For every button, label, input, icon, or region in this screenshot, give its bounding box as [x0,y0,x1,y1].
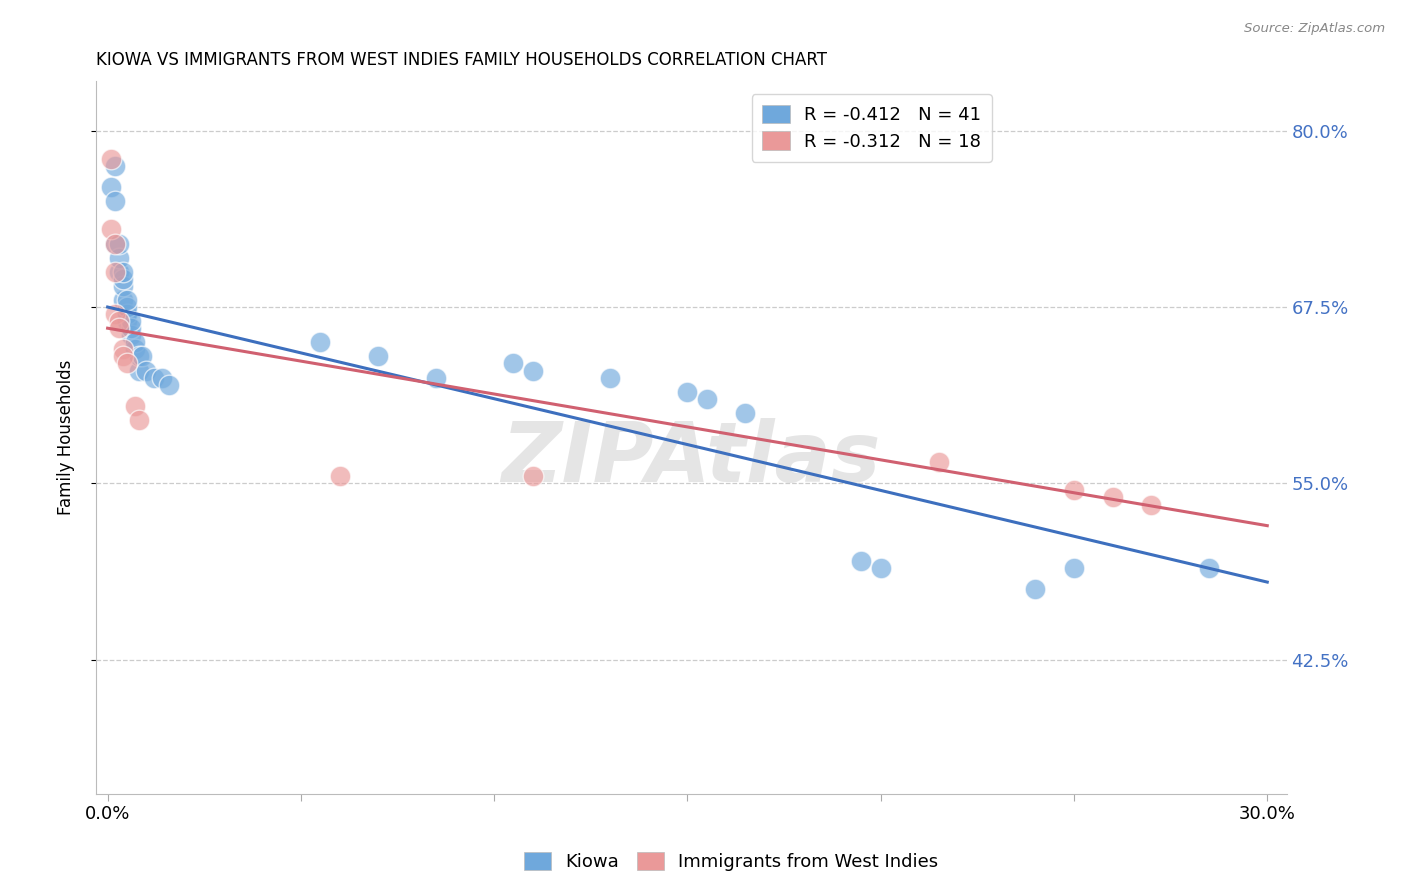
Point [112,278,135,293]
Text: Source: ZipAtlas.com: Source: ZipAtlas.com [1244,22,1385,36]
Point [115,307,138,321]
Point [108,321,131,335]
Point [124,399,146,413]
Point [328,469,350,483]
Point [150,370,173,384]
Point [115,293,138,307]
Point [128,413,150,427]
Point [112,343,135,357]
Point [112,272,135,286]
Point [124,343,146,357]
Point [108,251,131,265]
Point [108,236,131,251]
Point [112,350,135,364]
Point [1140,498,1163,512]
Point [108,314,131,328]
Point [1101,491,1123,505]
Legend: Kiowa, Immigrants from West Indies: Kiowa, Immigrants from West Indies [516,845,946,879]
Point [120,321,142,335]
Point [1198,561,1220,575]
Point [124,335,146,350]
Point [131,350,153,364]
Point [104,194,127,209]
Point [309,335,332,350]
Point [367,350,389,364]
Point [104,265,127,279]
Point [104,307,127,321]
Point [522,469,544,483]
Point [522,363,544,377]
Point [599,370,621,384]
Point [112,293,135,307]
Point [120,314,142,328]
Point [104,159,127,173]
Point [100,222,122,236]
Point [928,455,950,469]
Point [100,180,122,194]
Point [115,356,138,370]
Legend: R = -0.412   N = 41, R = -0.312   N = 18: R = -0.412 N = 41, R = -0.312 N = 18 [752,94,991,161]
Point [851,554,873,568]
Point [115,314,138,328]
Text: ZIPAtlas: ZIPAtlas [502,418,882,500]
Point [108,265,131,279]
Point [100,152,122,166]
Point [502,356,524,370]
Point [676,384,699,399]
Y-axis label: Family Households: Family Households [58,359,75,516]
Text: KIOWA VS IMMIGRANTS FROM WEST INDIES FAMILY HOUSEHOLDS CORRELATION CHART: KIOWA VS IMMIGRANTS FROM WEST INDIES FAM… [96,51,827,69]
Point [869,561,891,575]
Point [128,350,150,364]
Point [1063,561,1085,575]
Point [143,370,166,384]
Point [112,265,135,279]
Point [1024,582,1046,596]
Point [159,377,181,392]
Point [128,363,150,377]
Point [425,370,447,384]
Point [135,363,157,377]
Point [120,328,142,343]
Point [696,392,718,406]
Point [115,300,138,314]
Point [1063,483,1085,498]
Point [104,236,127,251]
Point [104,236,127,251]
Point [734,406,756,420]
